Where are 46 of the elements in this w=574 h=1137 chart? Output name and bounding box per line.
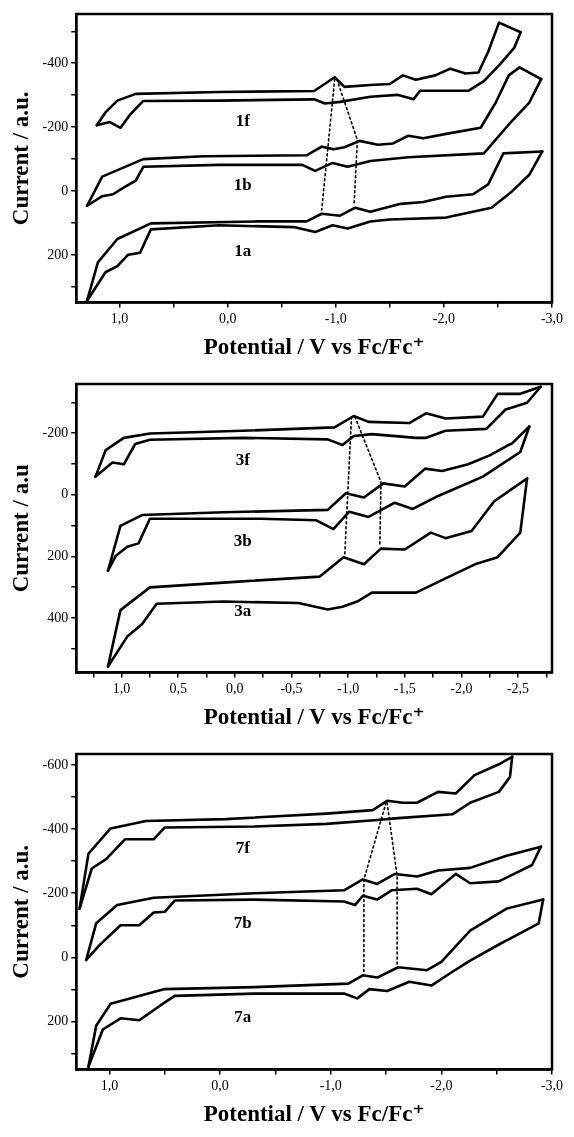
x-tick-label: -1,0 (319, 1077, 342, 1093)
y-tick-label: -200 (42, 424, 69, 440)
y-tick-label: -600 (42, 756, 69, 772)
y-tick-label: -200 (42, 884, 69, 900)
x-tick-label: -2,0 (432, 310, 455, 326)
x-tick-label: -2,0 (430, 1077, 453, 1093)
series-label: 7a (234, 1006, 252, 1026)
x-axis-title: Potential / V vs Fc/Fc⁺ (203, 704, 425, 730)
y-tick-label: 400 (47, 609, 69, 625)
x-tick-label: 1,0 (112, 680, 131, 696)
x-tick-label: -3,0 (540, 310, 564, 326)
series-label: 3b (233, 531, 252, 551)
x-axis-title: Potential / V vs Fc/Fc⁺ (203, 1101, 425, 1127)
x-tick-label: -3,0 (540, 1077, 564, 1093)
series-label: 7b (233, 913, 252, 933)
x-tick-label: -1,5 (393, 680, 416, 696)
x-tick-label: -2,5 (506, 680, 530, 696)
x-tick-label: 0,0 (226, 680, 244, 696)
y-tick-label: -400 (42, 820, 69, 836)
y-axis-title: Current / a.u. (7, 844, 33, 979)
x-tick-label: -2,0 (450, 680, 473, 696)
series-label: 7f (235, 837, 251, 857)
series-label: 1f (235, 111, 251, 131)
y-tick-label: -400 (42, 54, 69, 70)
y-tick-label: 0 (61, 182, 69, 198)
series-label: 3a (234, 600, 252, 620)
x-tick-label: -0,5 (280, 680, 303, 696)
y-tick-label: 200 (47, 246, 69, 262)
y-axis-title: Current / a.u (7, 464, 33, 593)
y-tick-label: 0 (61, 486, 69, 502)
y-tick-label: -200 (42, 118, 69, 134)
series-label: 1a (234, 241, 252, 261)
series-label: 1b (233, 175, 252, 195)
x-tick-label: 0,0 (211, 1077, 229, 1093)
x-tick-label: 1,0 (100, 1077, 119, 1093)
x-tick-label: 1,0 (110, 310, 129, 326)
y-axis-title: Current / a.u. (7, 91, 33, 226)
y-tick-label: 200 (47, 1013, 69, 1029)
x-tick-label: 0,5 (169, 680, 187, 696)
series-label: 3f (235, 450, 251, 470)
x-tick-label: 0,0 (218, 310, 237, 326)
x-axis-title: Potential / V vs Fc/Fc⁺ (203, 334, 425, 360)
x-tick-label: -1,0 (337, 680, 360, 696)
y-tick-label: 200 (47, 547, 69, 563)
x-tick-label: -1,0 (324, 310, 347, 326)
y-tick-label: 0 (61, 949, 69, 965)
